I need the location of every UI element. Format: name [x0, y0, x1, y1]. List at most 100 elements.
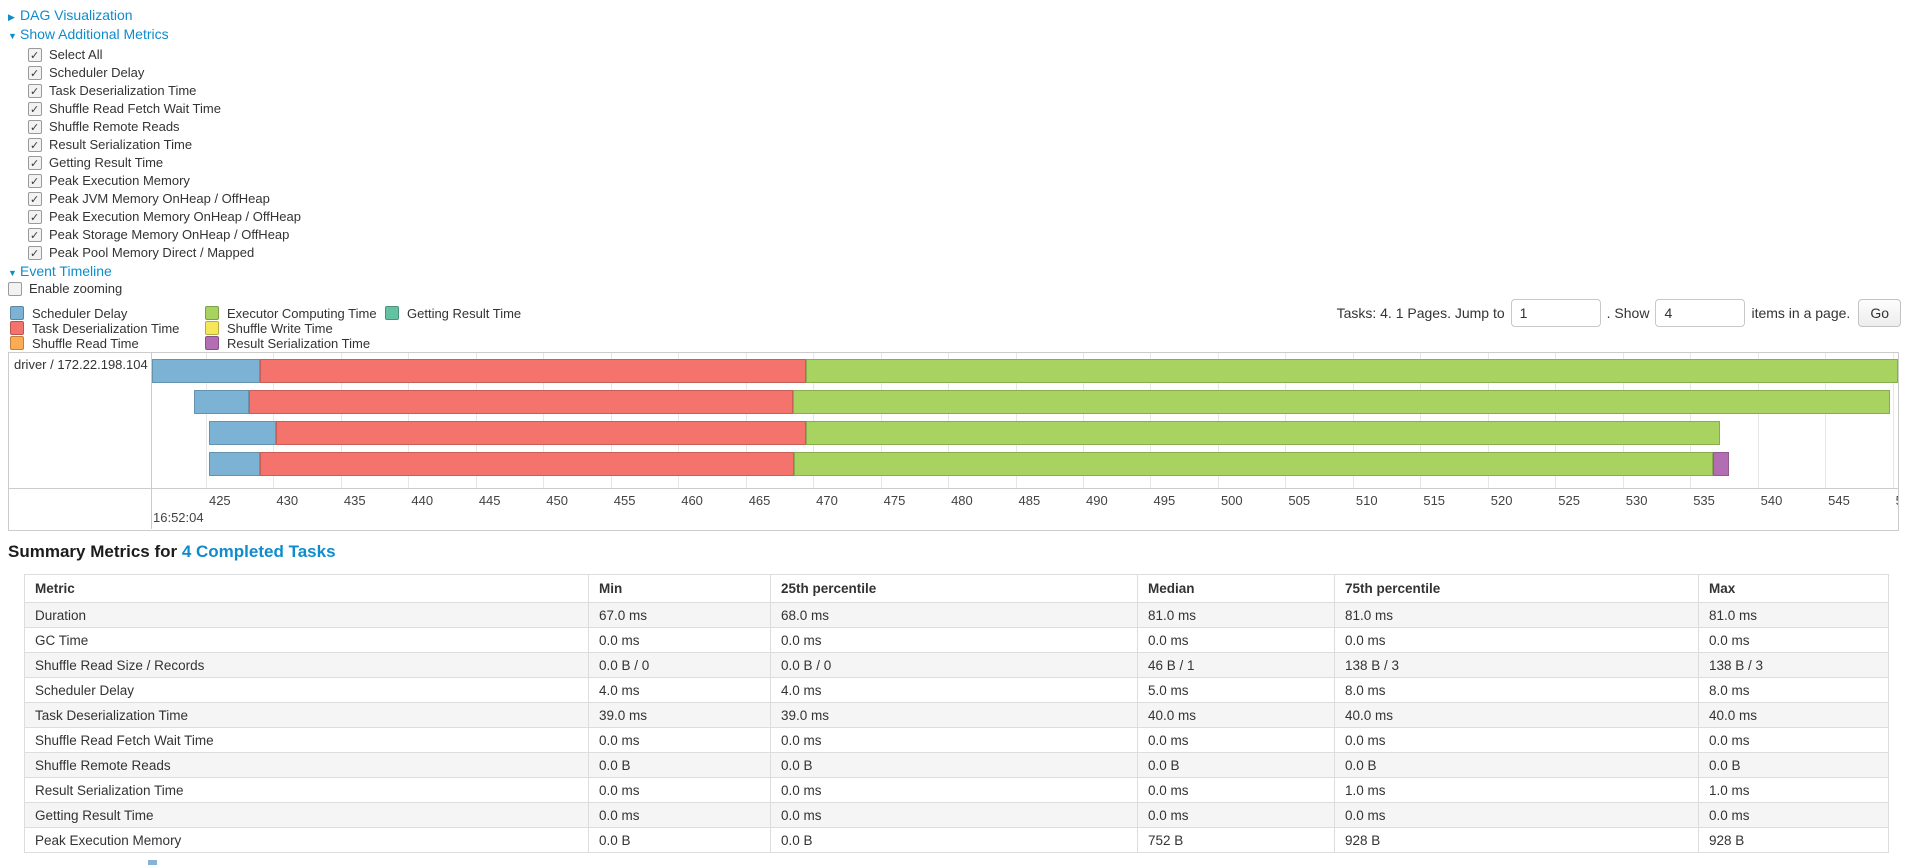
gridline — [408, 353, 410, 488]
metric-name-cell: Shuffle Read Size / Records — [24, 652, 589, 678]
metric-value-cell: 0.0 ms — [770, 802, 1138, 828]
checkbox-label-peak-jvm-memory-onheap-offheap: Peak JVM Memory OnHeap / OffHeap — [49, 191, 270, 206]
metric-value-cell: 8.0 ms — [1334, 677, 1699, 703]
metric-value-cell: 138 B / 3 — [1698, 652, 1889, 678]
metric-value-cell: 39.0 ms — [588, 702, 771, 728]
dag-visualization-link[interactable]: ▶ DAG Visualization — [8, 6, 628, 25]
segment-scheduler-delay[interactable] — [152, 359, 260, 383]
show-additional-metrics-link[interactable]: ▼ Show Additional Metrics — [8, 25, 628, 44]
metric-value-cell: 0.0 ms — [1334, 727, 1699, 753]
axis-time-label: 16:52:04 — [153, 510, 204, 525]
checkbox-scheduler-delay[interactable] — [28, 65, 42, 83]
legend-item-scheduler-delay: Scheduler Delay — [10, 306, 179, 321]
segment-task-deserialization[interactable] — [276, 421, 807, 445]
segment-executor-computing[interactable] — [792, 390, 1890, 414]
gridline — [1757, 353, 1759, 488]
tick-label: 535 — [1693, 493, 1715, 508]
legend-label: Task Deserialization Time — [32, 320, 180, 336]
segment-result-serialization[interactable] — [1713, 452, 1730, 476]
checkbox-getting-result-time[interactable] — [28, 155, 42, 173]
enable-zooming-row: Enable zooming — [8, 280, 628, 298]
metric-checkbox-row: Select All — [28, 46, 628, 65]
metric-name-cell: Task Deserialization Time — [24, 702, 589, 728]
checkbox-label-shuffle-remote-reads: Shuffle Remote Reads — [49, 119, 180, 134]
tick-label: 455 — [613, 493, 636, 508]
metric-value-cell: 5.0 ms — [1137, 677, 1335, 703]
segment-executor-computing[interactable] — [806, 421, 1720, 445]
metric-checkbox-row: Shuffle Read Fetch Wait Time — [28, 100, 628, 119]
checkbox-select-all[interactable] — [28, 47, 42, 65]
checkbox-label-task-deserialization-time: Task Deserialization Time — [49, 83, 197, 98]
metric-value-cell: 0.0 B — [1334, 752, 1699, 778]
metric-value-cell: 752 B — [1137, 827, 1335, 853]
checkbox-shuffle-read-fetch-wait-time[interactable] — [28, 101, 42, 119]
checkbox-task-deserialization-time[interactable] — [28, 83, 42, 101]
metric-value-cell: 0.0 B — [588, 827, 771, 853]
metric-value-cell: 0.0 ms — [588, 727, 771, 753]
scheduler-delay-swatch-icon — [10, 306, 24, 320]
tick-label: 465 — [748, 493, 771, 508]
metric-value-cell: 8.0 ms — [1698, 677, 1889, 703]
segment-task-deserialization[interactable] — [259, 359, 807, 383]
executor-computing-swatch-icon — [205, 306, 219, 320]
metric-value-cell: 40.0 ms — [1698, 702, 1889, 728]
segment-scheduler-delay[interactable] — [208, 452, 260, 476]
event-timeline-link[interactable]: ▼ Event Timeline — [8, 262, 628, 280]
table-header-row: Metric Min 25th percentile Median 75th perce… — [24, 574, 1889, 603]
segment-executor-computing[interactable] — [806, 359, 1898, 383]
legend-label: Shuffle Write Time — [227, 320, 333, 336]
jump-to-page-input[interactable] — [1510, 299, 1601, 327]
segment-scheduler-delay[interactable] — [193, 390, 250, 414]
tick-label: 525 — [1558, 493, 1580, 508]
tick-label: 475 — [883, 493, 906, 508]
segment-task-deserialization[interactable] — [249, 390, 793, 414]
metric-checkbox-row: Peak Execution Memory OnHeap / OffHeap — [28, 208, 628, 227]
tick-label: 450 — [546, 493, 568, 508]
tick-label: 515 — [1423, 493, 1446, 508]
chevron-down-icon: ▼ — [8, 268, 17, 278]
legend-column: Getting Result Time — [385, 306, 521, 321]
checkbox-result-serialization-time[interactable] — [28, 137, 42, 155]
task-bar[interactable] — [152, 390, 1898, 416]
gridline — [1083, 353, 1085, 488]
checkbox-label-shuffle-read-fetch-wait-time: Shuffle Read Fetch Wait Time — [49, 101, 221, 116]
segment-task-deserialization[interactable] — [259, 452, 795, 476]
metric-value-cell: 0.0 ms — [770, 627, 1138, 653]
tick-label: 505 — [1288, 493, 1311, 508]
enable-zooming-checkbox[interactable] — [8, 282, 22, 296]
checkbox-shuffle-remote-reads[interactable] — [28, 119, 42, 137]
executor-label-cell: driver / 172.22.198.104 — [9, 353, 152, 529]
metric-value-cell: 0.0 B — [1698, 752, 1889, 778]
col-header-25th-percentile: 25th percentile — [770, 574, 1138, 603]
task-bar[interactable] — [152, 452, 1898, 478]
checkbox-peak-execution-memory-onheap-offheap[interactable] — [28, 209, 42, 227]
metric-name-cell: Shuffle Remote Reads — [24, 752, 589, 778]
segment-executor-computing[interactable] — [794, 452, 1714, 476]
metric-value-cell: 928 B — [1698, 827, 1889, 853]
table-row-shuffle-read-fetch-wait-time: Shuffle Read Fetch Wait Time 0.0 ms 0.0 ms… — [24, 727, 1889, 753]
checkbox-peak-storage-memory-onheap-offheap[interactable] — [28, 227, 42, 245]
metric-checkbox-row: Shuffle Remote Reads — [28, 118, 628, 137]
metric-value-cell: 0.0 ms — [1698, 627, 1889, 653]
summary-metrics-table: Metric Min 25th percentile Median 75th perce… — [24, 574, 1889, 853]
items-per-page-input[interactable] — [1655, 299, 1746, 327]
metric-value-cell: 0.0 ms — [1698, 727, 1889, 753]
checkbox-peak-execution-memory[interactable] — [28, 173, 42, 191]
task-bar[interactable] — [152, 359, 1898, 385]
metric-value-cell: 0.0 B / 0 — [770, 652, 1138, 678]
task-bar[interactable] — [152, 421, 1898, 447]
timeline-bars — [152, 353, 1898, 488]
table-row-shuffle-read-size-records: Shuffle Read Size / Records 0.0 B / 0 0.0 … — [24, 652, 1889, 678]
segment-scheduler-delay[interactable] — [208, 421, 277, 445]
checkbox-peak-pool-memory-direct-mapped[interactable] — [28, 245, 42, 263]
go-button[interactable]: Go — [1858, 299, 1901, 327]
legend-item-shuffle-write-time: Shuffle Write Time — [205, 320, 377, 336]
metric-value-cell: 0.0 ms — [588, 627, 771, 653]
checkbox-peak-jvm-memory-onheap-offheap[interactable] — [28, 191, 42, 209]
tick-label: 470 — [816, 493, 838, 508]
col-header-75th-percentile: 75th percentile — [1334, 574, 1699, 603]
legend-item-result-serialization-time: Result Serialization Time — [205, 336, 377, 351]
checkbox-label-scheduler-delay: Scheduler Delay — [49, 65, 145, 80]
table-row-shuffle-remote-reads: Shuffle Remote Reads 0.0 B 0.0 B 0.0 B 0.0 B… — [24, 752, 1889, 778]
completed-tasks-link[interactable]: 4 Completed Tasks — [181, 542, 336, 561]
